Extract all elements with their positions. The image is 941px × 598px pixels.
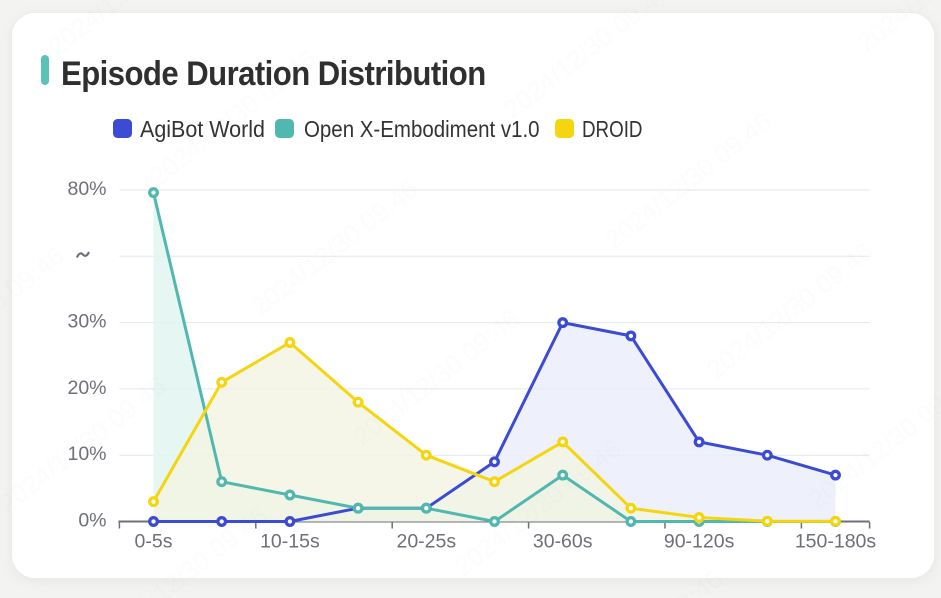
svg-text:150-180s: 150-180s: [795, 531, 877, 553]
svg-text:10-15s: 10-15s: [260, 531, 320, 553]
svg-text:20%: 20%: [67, 377, 106, 399]
svg-text:0-5s: 0-5s: [135, 531, 173, 553]
svg-text:90-120s: 90-120s: [664, 531, 735, 553]
svg-text:20-25s: 20-25s: [396, 531, 456, 553]
svg-text:30-60s: 30-60s: [533, 531, 593, 553]
svg-text:0%: 0%: [78, 510, 106, 532]
svg-text:10%: 10%: [67, 443, 106, 465]
svg-text:80%: 80%: [67, 178, 106, 200]
svg-text:30%: 30%: [67, 311, 106, 333]
